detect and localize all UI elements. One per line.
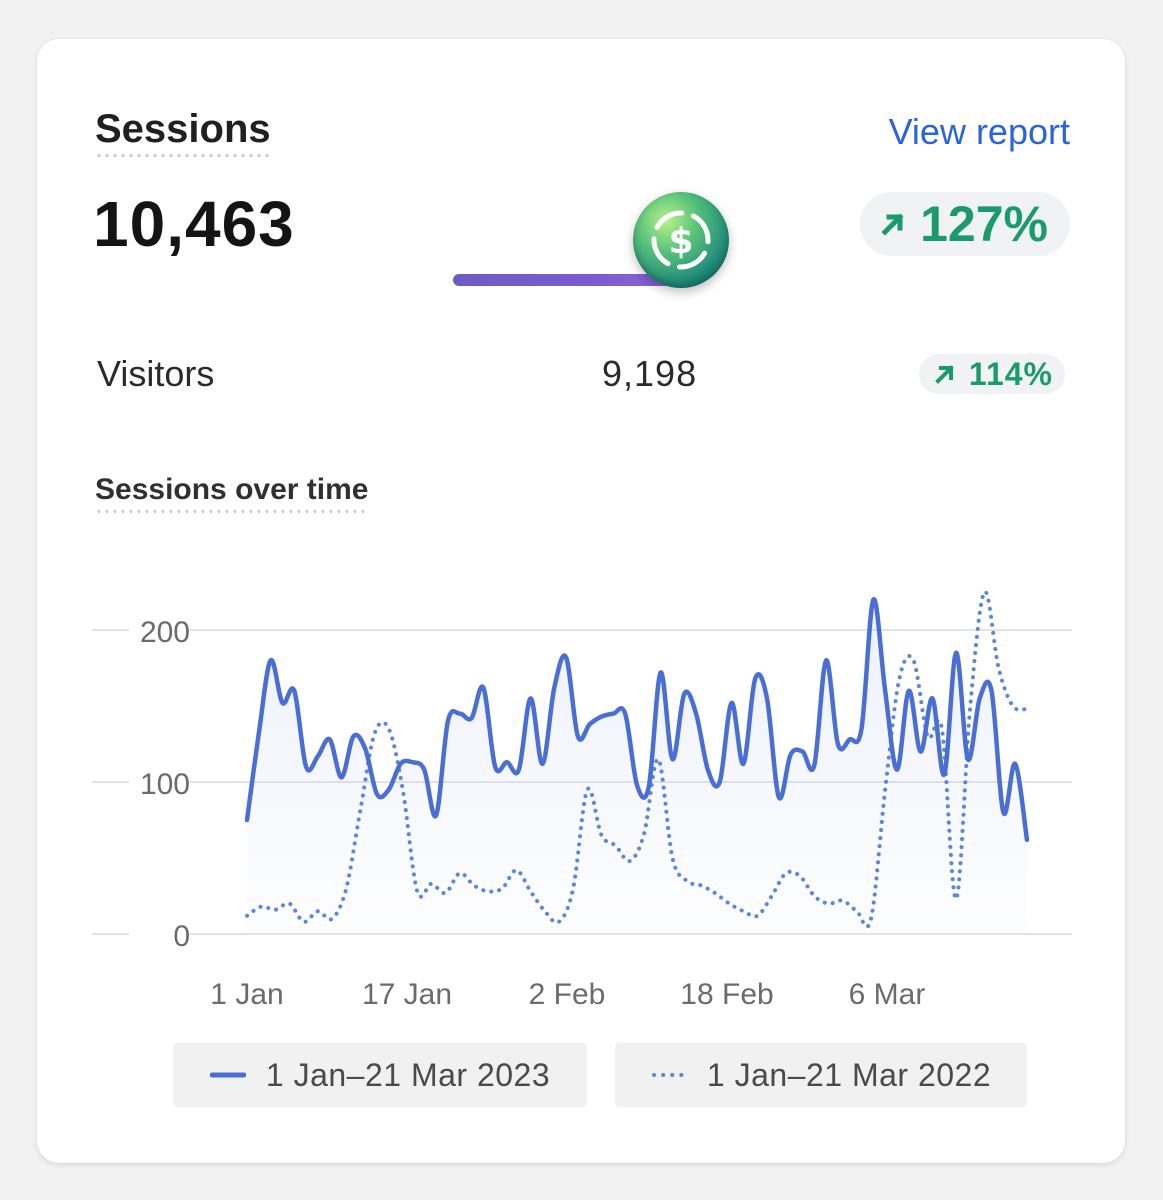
- slider-track[interactable]: [453, 274, 673, 286]
- y-tick-label: 200: [140, 616, 190, 649]
- arrow-up-right-icon: [935, 365, 954, 384]
- legend-previous[interactable]: 1 Jan–21 Mar 2022: [615, 1043, 1027, 1107]
- series-previous-line: [245, 589, 1029, 929]
- card-title[interactable]: Sessions: [95, 107, 271, 158]
- x-tick-label: 18 Feb: [680, 978, 773, 1011]
- sessions-change-badge: 127%: [860, 192, 1070, 256]
- sessions-value: 10,463: [93, 188, 295, 260]
- arrow-up-right-icon: [881, 213, 904, 236]
- legend-dotted-swatch: [651, 1073, 687, 1077]
- sessions-line-chart: 0 100 200 1 Jan 17 Jan 2 Feb 18 Feb 6 Mar: [92, 589, 1072, 1011]
- dollar-coin-glyph: $: [651, 210, 711, 270]
- visitors-change-value: 114%: [968, 355, 1053, 392]
- y-tick-label: 100: [140, 768, 190, 801]
- x-tick-label: 2 Feb: [529, 978, 606, 1011]
- series-current-area: [247, 599, 1027, 934]
- x-tick-label: 6 Mar: [849, 978, 926, 1011]
- legend-current-label: 1 Jan–21 Mar 2023: [265, 1056, 551, 1093]
- sessions-change-value: 127%: [920, 196, 1048, 252]
- series-current-line: [244, 597, 1030, 843]
- view-report-link[interactable]: View report: [888, 111, 1070, 152]
- x-tick-label: 1 Jan: [210, 978, 283, 1011]
- legend-solid-swatch: [209, 1072, 246, 1078]
- svg-text:$: $: [668, 221, 693, 262]
- legend-current[interactable]: 1 Jan–21 Mar 2023: [173, 1043, 587, 1107]
- sessions-card: Sessions View report 10,463 $ 127% Visit…: [37, 39, 1125, 1163]
- legend-previous-label: 1 Jan–21 Mar 2022: [706, 1056, 992, 1093]
- visitors-value: 9,198: [602, 353, 698, 394]
- chart-title[interactable]: Sessions over time: [95, 473, 369, 514]
- x-tick-label: 17 Jan: [362, 978, 452, 1011]
- visitors-change-badge: 114%: [918, 354, 1065, 394]
- dollar-coin-icon[interactable]: $: [633, 192, 729, 288]
- visitors-label: Visitors: [97, 353, 215, 394]
- y-tick-label: 0: [173, 920, 190, 953]
